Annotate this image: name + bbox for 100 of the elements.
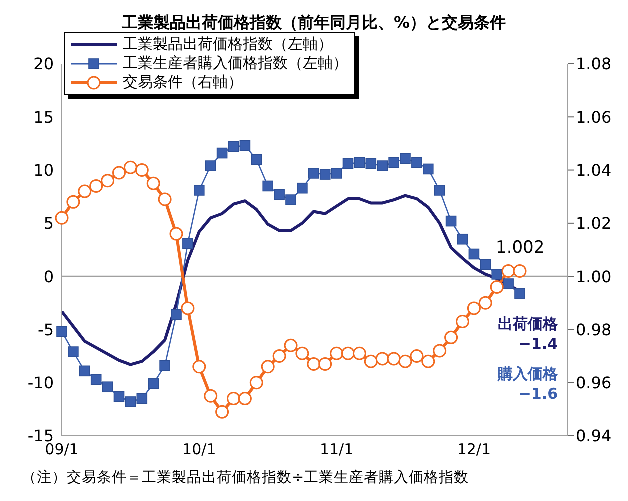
legend-label: 工業製品出荷価格指数（左軸） xyxy=(123,35,333,54)
point xyxy=(366,158,377,170)
point xyxy=(78,184,92,198)
point xyxy=(146,176,160,190)
point xyxy=(135,164,149,178)
point xyxy=(307,358,321,372)
point xyxy=(398,354,412,368)
point xyxy=(330,346,344,360)
point xyxy=(181,302,195,316)
point xyxy=(387,352,401,366)
point xyxy=(250,376,264,390)
y2-tick-label: 1.04 xyxy=(576,160,612,180)
point xyxy=(56,326,68,338)
point xyxy=(112,166,126,180)
point xyxy=(158,192,172,206)
point xyxy=(364,354,378,368)
y2-tick-label: 0.98 xyxy=(576,320,612,340)
point xyxy=(80,366,90,377)
point xyxy=(216,405,230,419)
point xyxy=(400,153,411,164)
point xyxy=(480,259,492,270)
legend-label: 交易条件（右軸） xyxy=(123,73,243,92)
point xyxy=(490,280,504,294)
point xyxy=(410,350,424,364)
point xyxy=(492,269,502,280)
point xyxy=(171,309,182,320)
point xyxy=(240,140,251,152)
point xyxy=(503,278,514,290)
text: （注）交易条件＝工業製品出荷価格指数÷工業生産者購入価格指数 xyxy=(22,468,470,487)
point xyxy=(192,360,206,374)
point xyxy=(423,164,434,175)
y2-tick-label: 1.02 xyxy=(576,214,612,234)
point xyxy=(216,148,228,159)
point xyxy=(262,180,274,192)
point xyxy=(90,374,102,386)
point xyxy=(422,354,436,368)
point xyxy=(261,360,275,374)
point xyxy=(136,393,148,404)
point xyxy=(446,216,457,227)
point xyxy=(182,238,194,250)
point xyxy=(160,360,170,372)
y2-tick-label: 1.06 xyxy=(576,108,612,127)
y-tick-label: 0 xyxy=(44,267,54,286)
point xyxy=(205,160,216,172)
point xyxy=(297,182,308,194)
point xyxy=(376,352,390,366)
point xyxy=(194,185,205,196)
y2-tick-label: 1.08 xyxy=(576,54,612,74)
y2-tick-label: 0.94 xyxy=(576,426,612,446)
point xyxy=(502,264,516,278)
point xyxy=(342,346,355,360)
point xyxy=(286,194,296,206)
point xyxy=(388,157,400,168)
annotation: 出荷価格 −1.4 xyxy=(498,314,558,354)
point xyxy=(468,248,480,260)
point xyxy=(228,142,240,152)
point xyxy=(272,350,286,364)
x-tick-label: 10/1 xyxy=(182,440,216,459)
point xyxy=(342,158,354,170)
point xyxy=(101,174,115,188)
y-tick-label: 15 xyxy=(34,108,54,127)
annotation: 購入価格 −1.6 xyxy=(498,364,558,404)
point xyxy=(125,396,136,408)
y2-tick-label: 1.00 xyxy=(576,267,612,286)
y-tick-label: 20 xyxy=(34,54,54,74)
point xyxy=(148,378,159,390)
point xyxy=(467,302,481,316)
point xyxy=(456,314,470,328)
point xyxy=(66,195,80,209)
point xyxy=(514,288,526,299)
point xyxy=(457,234,468,245)
point xyxy=(284,338,298,352)
point xyxy=(513,264,527,278)
legend-label: 工業生産者購入価格指数（左軸） xyxy=(123,54,348,73)
annotation: 1.002 xyxy=(496,238,545,258)
point xyxy=(434,185,446,196)
point xyxy=(331,168,342,179)
y-tick-label: 10 xyxy=(34,160,54,180)
y-tick-label: -10 xyxy=(28,374,54,393)
point xyxy=(444,330,458,344)
x-tick-label: 12/1 xyxy=(457,440,492,459)
point xyxy=(354,157,366,168)
y-tick-label: 5 xyxy=(44,214,54,234)
point xyxy=(377,160,388,172)
chart-title: 工業製品出荷価格指数（前年同月比、%）と交易条件 xyxy=(122,13,506,32)
point xyxy=(433,344,447,358)
point xyxy=(55,211,69,225)
point xyxy=(352,346,366,360)
y-tick-label: -5 xyxy=(38,320,54,340)
point xyxy=(90,179,104,193)
point xyxy=(114,391,125,402)
point xyxy=(274,189,285,200)
point xyxy=(68,346,79,358)
x-tick-label: 11/1 xyxy=(320,440,354,459)
point xyxy=(227,392,240,406)
point xyxy=(124,160,138,174)
point xyxy=(308,168,320,179)
point xyxy=(251,154,262,166)
point xyxy=(102,382,114,393)
point xyxy=(412,157,422,168)
